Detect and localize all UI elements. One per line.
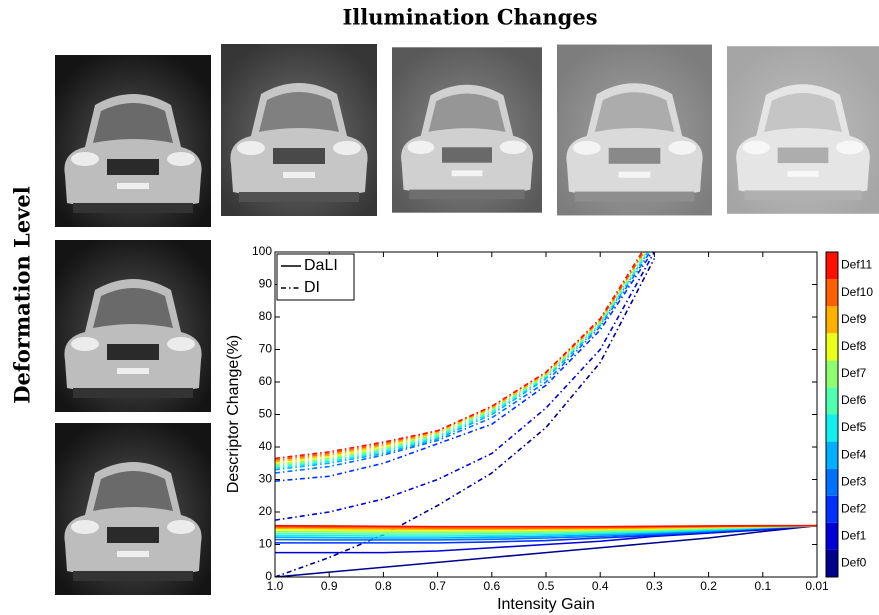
x-tick-label: 1.0 <box>267 579 284 593</box>
image <box>55 240 211 412</box>
series-line <box>275 524 817 554</box>
image <box>727 46 879 214</box>
series-line <box>275 252 648 468</box>
y-tick-label: 60 <box>259 374 273 388</box>
colorbar-label: Def3 <box>841 474 867 488</box>
colorbar-cell <box>826 252 838 280</box>
colorbar-cell <box>826 441 838 469</box>
y-tick-label: 10 <box>259 537 273 551</box>
colorbar-cell <box>826 522 838 550</box>
y-tick-label: 50 <box>259 407 273 421</box>
colorbar-label: Def9 <box>841 312 867 326</box>
colorbar-label: Def6 <box>841 393 867 407</box>
colorbar-cell <box>826 549 838 577</box>
colorbar-cell <box>826 333 838 361</box>
colorbar-cell <box>826 495 838 523</box>
y-tick-label: 40 <box>259 439 273 453</box>
colorbar-label: Def11 <box>841 258 872 272</box>
y-tick-label: 90 <box>259 277 273 291</box>
colorbar-label: Def2 <box>841 501 867 515</box>
image <box>392 47 542 213</box>
image <box>557 44 712 216</box>
y-tick-label: 70 <box>259 342 273 356</box>
colorbar-cell <box>826 387 838 415</box>
legend-box <box>276 253 355 301</box>
lines <box>275 252 817 577</box>
series-line <box>275 258 656 577</box>
series-line <box>275 524 817 577</box>
x-tick-label: 0.5 <box>538 579 555 593</box>
image <box>221 44 377 216</box>
series-line <box>275 252 644 460</box>
colorbar-cell <box>826 468 838 496</box>
x-tick-label: 0.6 <box>483 579 500 593</box>
series-line <box>275 252 647 466</box>
x-tick-label: 0.9 <box>321 579 338 593</box>
x-tick-label: 0.3 <box>646 579 663 593</box>
colorbar-cell <box>826 360 838 388</box>
y-tick-label: 100 <box>252 244 272 258</box>
colorbar-cell <box>826 414 838 442</box>
colorbar-cell <box>826 279 838 307</box>
series-line <box>275 252 645 461</box>
title: Illumination Changes <box>342 5 597 30</box>
side-title: Deformation Level <box>10 186 35 403</box>
legend-label: DaLI <box>304 257 338 274</box>
colorbar-label: Def7 <box>841 366 867 380</box>
y-tick-label: 0 <box>265 569 272 583</box>
colorbar-frame <box>825 251 839 578</box>
colorbar-label: Def0 <box>841 556 867 570</box>
colorbar-label: Def4 <box>841 447 867 461</box>
x-tick-label: 0.8 <box>375 579 392 593</box>
colorbar-label: Def10 <box>841 285 873 299</box>
series-line <box>275 252 652 474</box>
series-line <box>275 524 817 528</box>
y-axis-label: Descriptor Change(%) <box>225 335 242 493</box>
series-line <box>275 252 649 471</box>
x-tick-label: 0.7 <box>429 579 446 593</box>
x-tick-label: 0.4 <box>592 579 609 593</box>
colorbar-label: Def1 <box>841 529 867 543</box>
series-line <box>275 252 654 482</box>
y-tick-label: 30 <box>259 472 273 486</box>
image <box>55 423 211 595</box>
image <box>55 55 211 227</box>
colorbar-label: Def8 <box>841 339 867 353</box>
legend-label: DI <box>304 279 320 296</box>
x-tick-label: 0.2 <box>700 579 717 593</box>
colorbar-label: Def5 <box>841 420 867 434</box>
x-axis-label: Intensity Gain <box>497 596 595 613</box>
plot-area <box>275 252 817 577</box>
y-tick-label: 80 <box>259 309 273 323</box>
y-tick-label: 20 <box>259 504 273 518</box>
x-tick-label: 0.1 <box>754 579 771 593</box>
x-tick-label: 0.01 <box>805 579 829 593</box>
colorbar-cell <box>826 306 838 334</box>
series-line <box>275 252 656 521</box>
plot: 0 10 20 30 40 50 60 70 80 90 100 1.0 0.9 0.8 0.7 0.6 0.5… <box>252 244 873 593</box>
